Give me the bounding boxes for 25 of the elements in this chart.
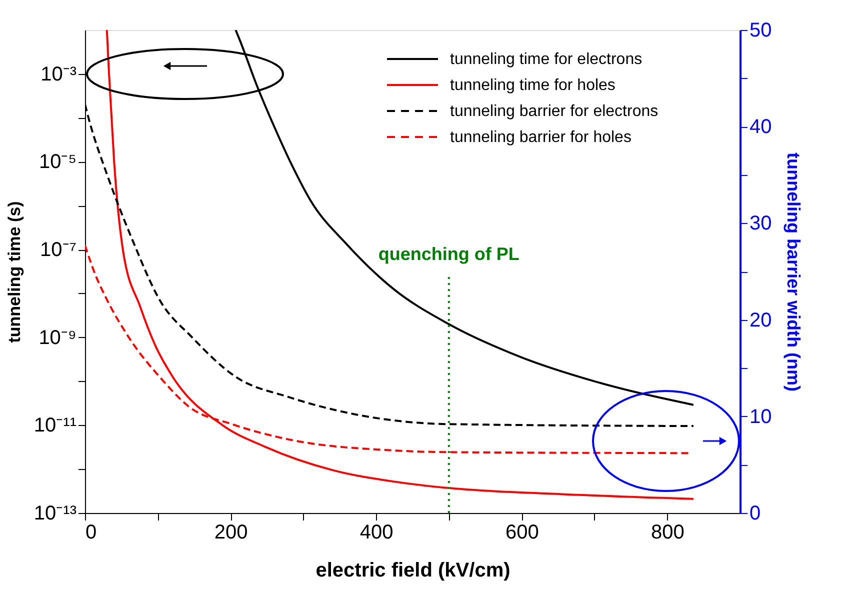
y2-tick-label: 30 <box>750 212 772 235</box>
y-tick-label: 10⁻¹¹ <box>34 414 77 437</box>
y2-tick-label: 20 <box>750 309 772 332</box>
x-tick-label: 0 <box>86 522 97 544</box>
y-tick-label: 10⁻⁵ <box>38 151 76 174</box>
y2-tick-label: 0 <box>750 502 761 524</box>
x-tick-label: 400 <box>360 522 394 544</box>
y2-tick-label: 10 <box>750 406 772 428</box>
x-tick-label: 800 <box>651 522 684 544</box>
x-tick-label: 200 <box>214 522 248 544</box>
x-axis-title: electric field (kV/cm) <box>316 560 510 582</box>
x-tick-label: 600 <box>505 522 539 544</box>
y2-tick-label: 50 <box>750 20 772 42</box>
y-tick-label: 10⁻⁷ <box>40 239 76 262</box>
legend-label: tunneling time for electrons <box>450 51 642 68</box>
y2-axis-title: tunneling barrier width (nm) <box>784 152 804 392</box>
legend-label: tunneling barrier for holes <box>450 129 632 146</box>
y-tick-label: 10⁻¹³ <box>34 502 77 524</box>
y-tick-label: 10⁻³ <box>40 63 77 86</box>
legend-label: tunneling time for holes <box>450 77 616 94</box>
y-tick-label: 10⁻⁹ <box>38 326 76 349</box>
legend-label: tunneling barrier for electrons <box>450 103 658 120</box>
y-axis-title: tunneling time (s) <box>4 201 24 343</box>
y2-tick-label: 40 <box>750 116 772 138</box>
ref-line-label: quenching of PL <box>378 244 520 264</box>
